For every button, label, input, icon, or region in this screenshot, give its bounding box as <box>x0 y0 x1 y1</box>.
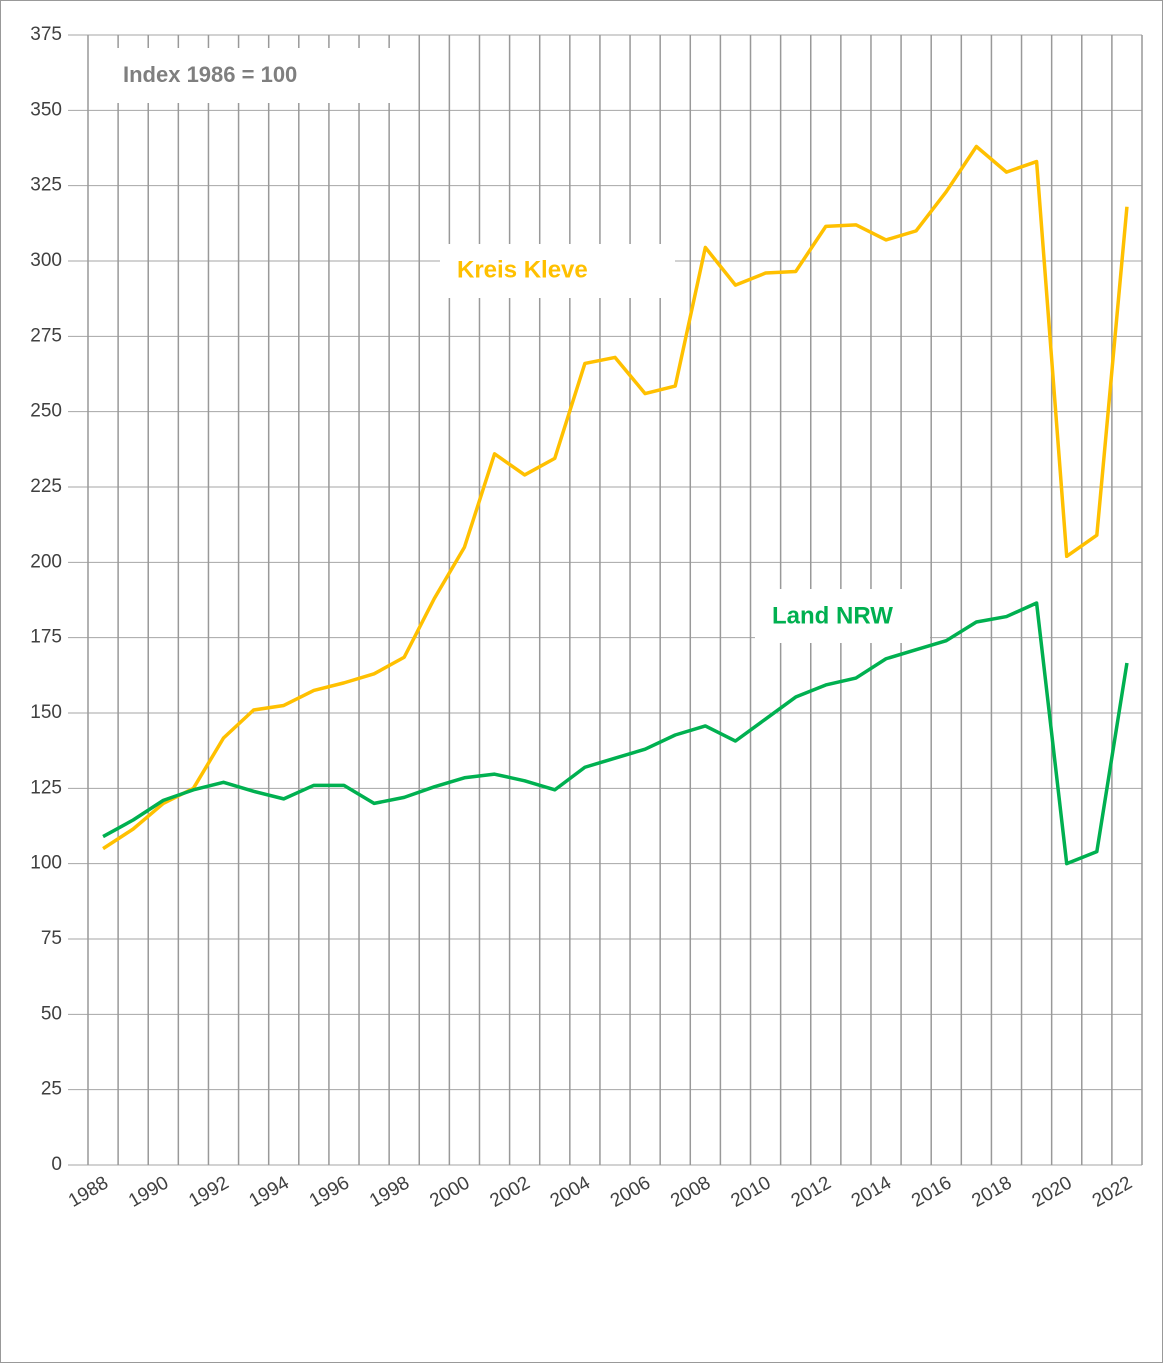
y-tick-label: 125 <box>30 777 62 798</box>
y-tick-label: 325 <box>30 175 62 196</box>
y-tick-label: 225 <box>30 476 62 497</box>
series-label: Kreis Kleve <box>457 256 588 283</box>
y-tick-label: 100 <box>30 853 62 874</box>
y-tick-label: 0 <box>51 1154 62 1175</box>
label-box <box>440 244 675 298</box>
y-tick-label: 25 <box>41 1079 62 1100</box>
y-tick-label: 50 <box>41 1003 62 1024</box>
data-line <box>102 601 1129 866</box>
y-tick-label: 250 <box>30 401 62 422</box>
annotation-box <box>105 48 405 103</box>
y-tick-label: 350 <box>30 99 62 120</box>
label-box <box>755 589 930 643</box>
y-tick-label: 300 <box>30 250 62 271</box>
y-tick-label: 275 <box>30 325 62 346</box>
annotation: Index 1986 = 100 <box>123 62 297 87</box>
data-line <box>102 144 1129 851</box>
y-tick-label: 75 <box>41 928 62 949</box>
y-tick-label: 175 <box>30 627 62 648</box>
y-tick-label: 200 <box>30 551 62 572</box>
y-tick-label: 375 <box>30 24 62 45</box>
lines <box>102 144 1129 866</box>
series-label: Land NRW <box>772 602 893 629</box>
y-tick-label: 150 <box>30 702 62 723</box>
